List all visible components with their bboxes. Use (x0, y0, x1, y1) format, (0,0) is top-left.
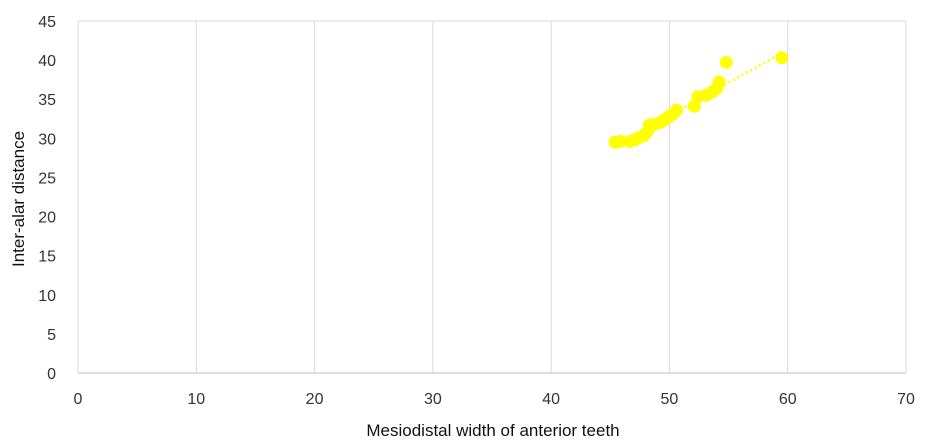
x-tick-label-60: 60 (779, 391, 797, 408)
y-tick-labels: 0 5 10 15 20 25 30 35 40 45 (38, 14, 56, 383)
y-tick-label-25: 25 (38, 170, 56, 187)
x-axis-title: Mesiodistal width of anterior teeth (366, 421, 619, 440)
grid (77, 20, 907, 374)
x-tick-label-40: 40 (542, 391, 560, 408)
data-point-0-1 (613, 134, 627, 148)
y-tick-label-0: 0 (47, 366, 56, 383)
data-points (608, 51, 789, 149)
x-tick-label-10: 10 (187, 391, 205, 408)
y-tick-label-40: 40 (38, 53, 56, 70)
x-tick-label-30: 30 (424, 391, 442, 408)
x-tick-label-0: 0 (74, 391, 83, 408)
y-tick-label-10: 10 (38, 288, 56, 305)
y-axis-title: Inter-alar distance (9, 131, 28, 267)
x-tick-label-20: 20 (306, 391, 324, 408)
data-point-0-14 (670, 103, 684, 117)
x-tick-label-50: 50 (661, 391, 679, 408)
y-tick-label-30: 30 (38, 131, 56, 148)
data-point-0-21 (719, 55, 733, 69)
x-tick-label-70: 70 (897, 391, 915, 408)
y-tick-label-45: 45 (38, 14, 56, 31)
data-point-0-22 (775, 51, 789, 65)
x-tick-labels: 0 10 20 30 40 50 60 70 (74, 391, 915, 408)
y-tick-label-15: 15 (38, 249, 56, 266)
data-point-0-20 (712, 75, 726, 89)
y-tick-label-5: 5 (47, 327, 56, 344)
y-tick-label-20: 20 (38, 210, 56, 227)
y-tick-label-35: 35 (38, 92, 56, 109)
